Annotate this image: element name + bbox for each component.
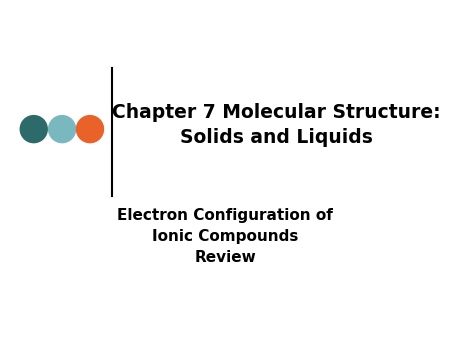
Ellipse shape [20,116,47,143]
Text: Chapter 7 Molecular Structure:
Solids and Liquids: Chapter 7 Molecular Structure: Solids an… [112,103,441,147]
Ellipse shape [76,116,104,143]
Ellipse shape [49,116,76,143]
Text: Electron Configuration of
Ionic Compounds
Review: Electron Configuration of Ionic Compound… [117,208,333,265]
